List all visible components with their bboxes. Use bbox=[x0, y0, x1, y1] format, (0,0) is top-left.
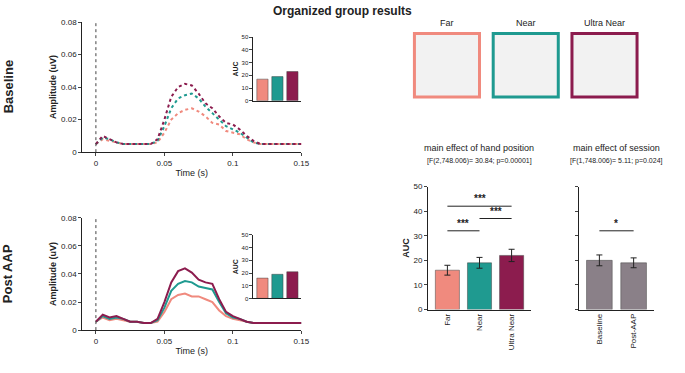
svg-text:Post AAP: Post AAP bbox=[0, 244, 15, 303]
svg-text:0: 0 bbox=[72, 326, 77, 335]
svg-text:0.15: 0.15 bbox=[294, 337, 310, 346]
svg-text:[F(2,748.006)= 30.84; p=0.0000: [F(2,748.006)= 30.84; p=0.00001] bbox=[427, 157, 532, 165]
svg-text:0: 0 bbox=[245, 98, 249, 104]
svg-text:[F(1,748.006)= 5.11; p=0.024]: [F(1,748.006)= 5.11; p=0.024] bbox=[570, 157, 663, 165]
svg-text:0.05: 0.05 bbox=[157, 337, 173, 346]
svg-text:0: 0 bbox=[72, 148, 77, 157]
svg-text:30: 30 bbox=[414, 232, 423, 241]
svg-text:Near: Near bbox=[475, 313, 484, 331]
svg-text:0: 0 bbox=[94, 337, 99, 346]
svg-text:0.05: 0.05 bbox=[157, 159, 173, 168]
svg-text:main effect of session: main effect of session bbox=[573, 143, 660, 153]
svg-text:main effect of hand position: main effect of hand position bbox=[424, 143, 534, 153]
svg-text:0.15: 0.15 bbox=[294, 159, 310, 168]
svg-text:10: 10 bbox=[414, 281, 423, 290]
svg-text:Far: Far bbox=[440, 18, 454, 28]
svg-text:Near: Near bbox=[516, 18, 536, 28]
svg-text:40: 40 bbox=[242, 245, 249, 251]
svg-text:0.06: 0.06 bbox=[61, 242, 77, 251]
svg-text:***: *** bbox=[457, 218, 469, 229]
svg-text:40: 40 bbox=[242, 47, 249, 53]
svg-text:0.1: 0.1 bbox=[227, 159, 239, 168]
svg-text:30: 30 bbox=[242, 257, 249, 263]
svg-text:0: 0 bbox=[418, 305, 423, 314]
svg-text:*: * bbox=[614, 218, 618, 229]
svg-text:0.04: 0.04 bbox=[61, 83, 77, 92]
svg-text:Amplitude (uV): Amplitude (uV) bbox=[48, 242, 58, 306]
svg-text:AUC: AUC bbox=[232, 259, 239, 274]
svg-text:20: 20 bbox=[414, 256, 423, 265]
svg-text:0.08: 0.08 bbox=[61, 214, 77, 223]
svg-text:0: 0 bbox=[245, 296, 249, 302]
svg-text:30: 30 bbox=[242, 60, 249, 66]
svg-text:10: 10 bbox=[242, 283, 249, 289]
svg-text:Ultra Near: Ultra Near bbox=[507, 313, 516, 350]
svg-text:50: 50 bbox=[242, 34, 249, 40]
svg-text:Ultra Near: Ultra Near bbox=[584, 18, 625, 28]
svg-text:0.08: 0.08 bbox=[61, 18, 77, 27]
svg-text:10: 10 bbox=[242, 85, 249, 91]
svg-text:Far: Far bbox=[443, 313, 452, 325]
svg-text:Time (s): Time (s) bbox=[175, 168, 208, 178]
svg-text:20: 20 bbox=[242, 270, 249, 276]
svg-text:Post-AAP: Post-AAP bbox=[629, 314, 638, 349]
svg-text:Baseline: Baseline bbox=[1, 60, 16, 113]
svg-text:Baseline: Baseline bbox=[595, 313, 604, 344]
svg-text:0: 0 bbox=[94, 159, 99, 168]
svg-text:Time (s): Time (s) bbox=[175, 346, 208, 356]
svg-text:0.02: 0.02 bbox=[61, 115, 77, 124]
svg-text:0.06: 0.06 bbox=[61, 50, 77, 59]
svg-text:AUC: AUC bbox=[401, 238, 411, 258]
svg-text:Amplitude (uV): Amplitude (uV) bbox=[48, 55, 58, 119]
svg-text:50: 50 bbox=[414, 182, 423, 191]
svg-text:0.04: 0.04 bbox=[61, 270, 77, 279]
svg-text:0.02: 0.02 bbox=[61, 298, 77, 307]
svg-text:***: *** bbox=[474, 193, 486, 204]
svg-text:50: 50 bbox=[242, 232, 249, 238]
svg-text:***: *** bbox=[490, 206, 502, 217]
svg-text:40: 40 bbox=[414, 207, 423, 216]
svg-text:0.1: 0.1 bbox=[227, 337, 239, 346]
svg-text:AUC: AUC bbox=[232, 61, 239, 76]
svg-text:Organized group results: Organized group results bbox=[273, 4, 412, 18]
svg-text:20: 20 bbox=[242, 72, 249, 78]
